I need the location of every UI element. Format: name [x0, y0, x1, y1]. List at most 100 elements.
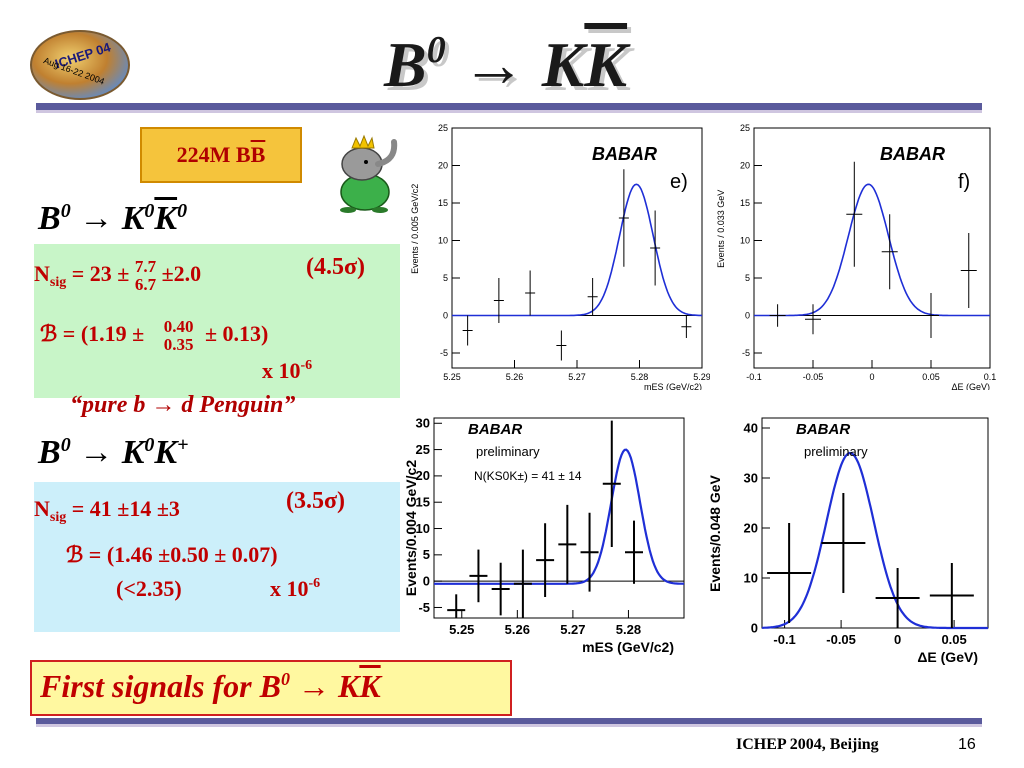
y-tick-label: 10: [438, 236, 448, 246]
result-box-k0k0bar: [34, 244, 400, 398]
chart-mes-k0k0bar: -5 0 5 10 15 20 25 5.25 5.26 5.27 5.28 5.29 BABAR e) m…: [410, 123, 710, 390]
panel-label: f): [958, 171, 970, 193]
x-axis-label: mES (GeV/c2): [582, 639, 674, 655]
y-tick-label: -5: [440, 348, 448, 358]
bf-err-down: 0.35: [163, 335, 194, 354]
y-tick-label: 0: [423, 573, 430, 588]
bf-err-up: 0.40: [163, 317, 194, 336]
footer-conference: ICHEP 2004, Beijing: [736, 736, 879, 753]
y-tick-label: 10: [416, 521, 430, 536]
y-tick-label: 20: [744, 520, 758, 535]
x-axis-label: mES (GeV/c2): [644, 382, 702, 390]
y-axis-label: Events / 0.005 GeV/c2: [410, 184, 420, 274]
decay-k0k0bar: B0 → K0K0: [38, 200, 188, 237]
x-tick-label: 5.27: [568, 372, 586, 382]
y-tick-label: 10: [740, 236, 750, 246]
x-tick-label: 5.29: [693, 372, 710, 382]
babar-logo: BABAR: [796, 421, 850, 438]
x-tick-label: 5.28: [631, 372, 649, 382]
x-tick-label: -0.05: [826, 632, 856, 647]
plot-frame: [753, 127, 991, 369]
x-axis-label: ΔE (GeV): [951, 382, 990, 390]
bf-scale-k0k0bar: x 10-6: [262, 358, 313, 383]
y-tick-label: 15: [740, 198, 750, 208]
y-tick-label: 0: [745, 311, 750, 321]
y-axis-label: Events/0.048 GeV: [708, 474, 723, 591]
nsig-k0kplus: Nsig = 41 ±14 ±3: [34, 496, 180, 525]
bf-sys: ± 0.13): [204, 321, 269, 347]
x-tick-label: 5.25: [449, 622, 474, 637]
panel-label: e): [670, 171, 688, 193]
y-axis-label: Events / 0.033 GeV: [716, 190, 726, 268]
y-tick-label: 5: [745, 273, 750, 283]
babar-elephant-icon: [340, 134, 398, 213]
y-tick-label: 30: [416, 416, 430, 431]
signal-yield-annotation: N(KS0K±) = 41 ± 14: [474, 469, 582, 483]
y-tick-label: 0: [751, 620, 758, 635]
chart-de-k0kplus: 0 10 20 30 40 -0.1 -0.05 0 0.05 BABAR preliminary Δ…: [708, 417, 989, 665]
x-tick-label: 5.26: [506, 372, 524, 382]
conclusion-text: First signals for B0 → KK: [40, 668, 381, 704]
bf-scale-k0kplus: x 10-6: [270, 576, 321, 601]
nsig-k0k0bar: Nsig = 23 ± 7.7 6.7 ±2.0: [34, 257, 202, 294]
page-title: B0 → KK: [384, 29, 628, 100]
plot-frame: [451, 127, 703, 369]
y-tick-label: 0: [443, 311, 448, 321]
penguin-note: “pure b → d Penguin”: [70, 392, 296, 418]
y-tick-label: 5: [443, 273, 448, 283]
result-box-k0kplus: [34, 482, 400, 632]
x-tick-label: 0: [869, 372, 874, 382]
y-tick-label: 25: [438, 123, 448, 133]
x-tick-label: -0.05: [803, 372, 824, 382]
x-tick-label: -0.1: [746, 372, 762, 382]
bf-prefix: ℬ = (1.19 ±: [40, 321, 145, 347]
y-axis-label: Events/0.004 GeV/c2: [404, 460, 419, 596]
y-tick-label: 40: [744, 420, 758, 435]
fit-curve: [452, 183, 702, 317]
y-tick-label: 15: [438, 198, 448, 208]
x-tick-label: 0.05: [922, 372, 940, 382]
x-tick-label: -0.1: [773, 632, 795, 647]
y-tick-label: -5: [418, 600, 430, 615]
y-tick-label: 20: [416, 468, 430, 483]
chart-de-k0k0bar: -5 0 5 10 15 20 25 -0.1 -0.05 0 0.05 0.1 BABAR f) ΔE (…: [716, 123, 996, 390]
significance-k0k0bar: (4.5σ): [306, 254, 366, 280]
y-tick-label: 15: [416, 495, 430, 510]
nsig-err-up: 7.7: [134, 257, 157, 276]
chart-mes-k0kplus: -5 0 5 10 15 20 25 30 5.25 5.26 5.27 5.28 BABAR preli…: [404, 416, 685, 655]
x-tick-label: 5.26: [505, 622, 530, 637]
title-underline: [36, 103, 982, 113]
nsig-sys: ±2.0: [161, 261, 202, 287]
ichep-logo: ICHEP 04 Aug 16-22 2004: [30, 30, 130, 100]
preliminary-label: preliminary: [476, 444, 540, 459]
bf-k0kplus: ℬ = (1.46 ±0.50 ± 0.07): [66, 542, 278, 567]
x-tick-label: 5.25: [443, 372, 461, 382]
y-tick-label: 20: [740, 161, 750, 171]
significance-k0kplus: (3.5σ): [286, 488, 346, 514]
footer-line: [36, 718, 982, 727]
fit-curve: [434, 448, 685, 585]
babar-logo: BABAR: [880, 144, 945, 164]
x-tick-label: 0.1: [984, 372, 996, 382]
conclusion-box: First signals for B0 → KK: [30, 660, 512, 716]
x-tick-label: 0: [894, 632, 901, 647]
babar-logo: BABAR: [592, 144, 657, 164]
fit-curve: [762, 451, 988, 630]
bf-k0k0bar: ℬ = (1.19 ± 0.40 0.35 ± 0.13): [40, 318, 268, 354]
x-tick-label: 0.05: [941, 632, 966, 647]
y-tick-label: -5: [742, 348, 750, 358]
x-tick-label: 5.28: [616, 622, 641, 637]
decay-k0kplus: B0 → K0K+: [38, 434, 189, 471]
ul-k0kplus: (<2.35): [116, 576, 182, 601]
y-tick-label: 10: [744, 570, 758, 585]
preliminary-label: preliminary: [804, 444, 868, 459]
page-number: 16: [958, 736, 976, 753]
x-axis-label: ΔE (GeV): [917, 649, 978, 665]
plot-frame: [433, 417, 685, 619]
y-tick-label: 25: [416, 442, 430, 457]
babar-logo: BABAR: [468, 421, 522, 438]
y-tick-label: 5: [423, 547, 430, 562]
nsig-err-down: 6.7: [134, 275, 157, 294]
y-tick-label: 30: [744, 470, 758, 485]
